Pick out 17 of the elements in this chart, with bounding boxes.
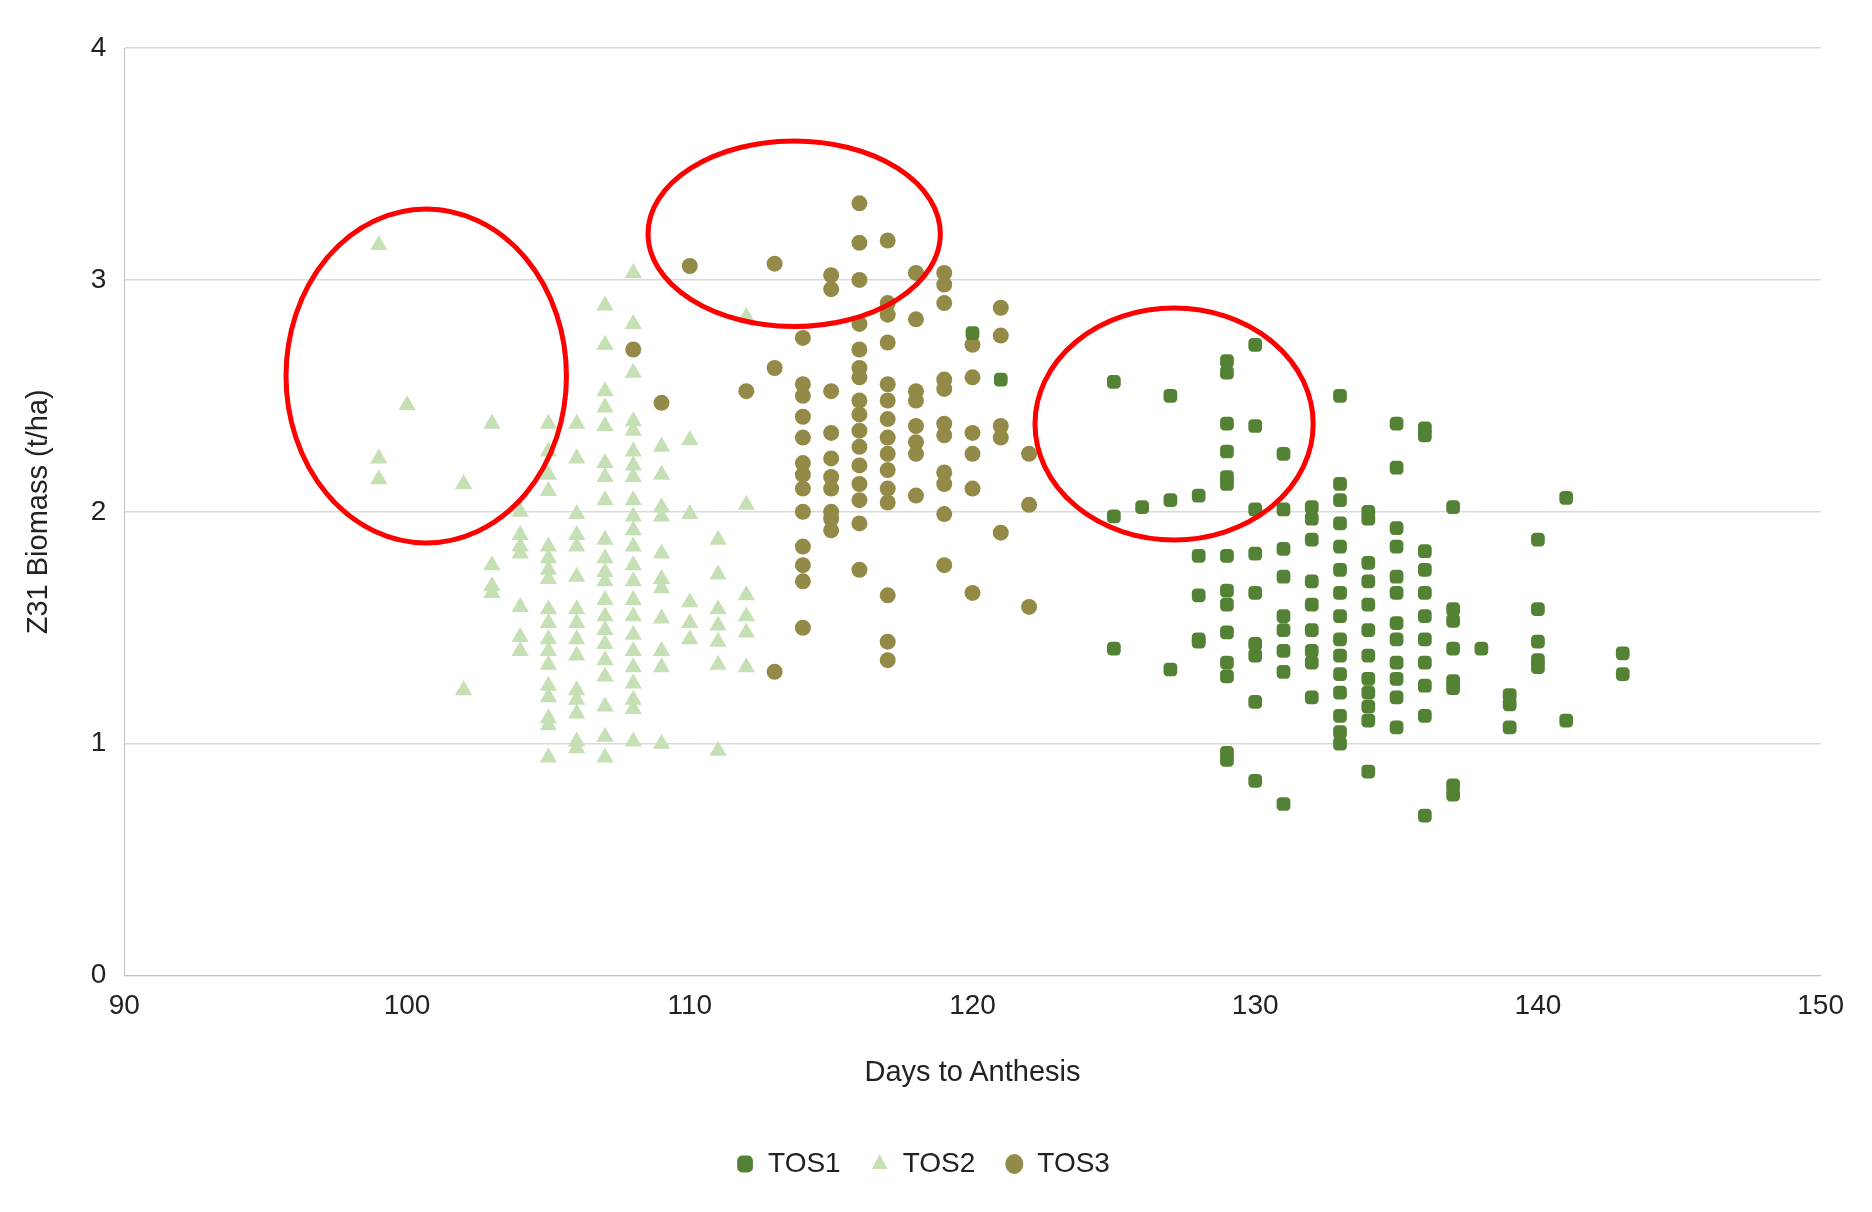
x-axis-title: Days to Anthesis (864, 1054, 1081, 1087)
y-tick-label: 4 (90, 30, 107, 62)
x-tick-label: 90 (108, 989, 140, 1021)
x-tick-label: 120 (949, 989, 996, 1021)
x-tick-label: 130 (1231, 989, 1279, 1021)
y-tick-label: 0 (90, 958, 107, 990)
legend-label: TOS1 (768, 1146, 841, 1178)
y-tick-label: 2 (90, 494, 107, 526)
x-tick-label: 140 (1514, 989, 1562, 1021)
y-tick-label: 3 (90, 262, 107, 294)
y-tick-label: 1 (90, 726, 107, 758)
x-tick-label: 100 (383, 989, 431, 1021)
x-tick-label: 110 (667, 989, 713, 1021)
y-axis-title: Z31 Biomass (t/ha) (21, 389, 54, 635)
legend-label: TOS2 (902, 1146, 976, 1178)
legend-label: TOS3 (1037, 1146, 1110, 1178)
x-tick-label: 150 (1797, 989, 1844, 1021)
